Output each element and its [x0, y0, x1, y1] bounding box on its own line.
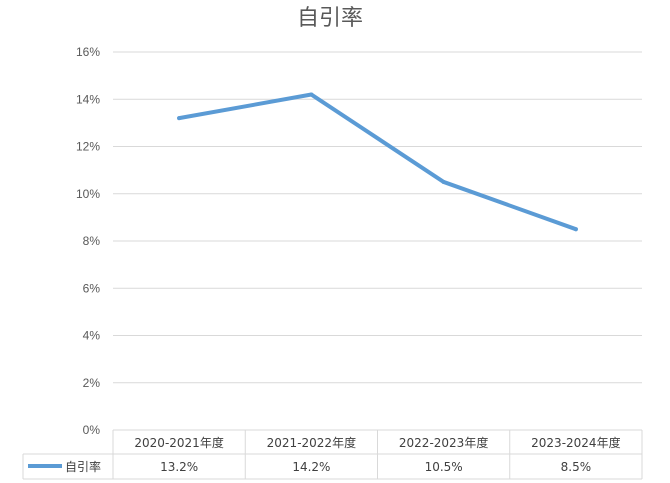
y-tick-label: 8% [83, 234, 101, 248]
data-point [573, 227, 578, 232]
series-line-layer [177, 92, 578, 232]
table-value-cell: 10.5% [425, 460, 463, 474]
y-tick-label: 4% [83, 329, 101, 343]
table-value-cell: 13.2% [160, 460, 198, 474]
y-tick-label: 16% [76, 45, 100, 59]
legend-series-name: 自引率 [65, 459, 101, 474]
y-tick-label: 6% [83, 281, 101, 295]
table-value-cell: 14.2% [292, 460, 330, 474]
x-category-label: 2020-2021年度 [134, 435, 223, 450]
x-category-label: 2021-2022年度 [267, 435, 356, 450]
data-point [177, 116, 182, 121]
y-tick-label: 2% [83, 376, 101, 390]
series-line [177, 92, 578, 232]
chart-title: 自引率 [297, 6, 363, 31]
table-value-cell: 8.5% [561, 460, 592, 474]
y-tick-label: 12% [76, 140, 100, 154]
x-category-label: 2022-2023年度 [399, 435, 488, 450]
y-tick-label: 14% [76, 92, 100, 106]
x-category-label: 2023-2024年度 [531, 435, 620, 450]
y-tick-label: 0% [83, 423, 101, 437]
y-axis-tick-labels: 0% 2% 4% 6% 8% 10% 12% 14% 16% [76, 45, 100, 437]
data-table: 2020-2021年度 2021-2022年度 2022-2023年度 2023-20… [22, 430, 643, 480]
y-tick-label: 10% [76, 187, 100, 201]
data-point [309, 92, 314, 97]
data-point [441, 179, 446, 184]
gridlines [113, 51, 642, 431]
